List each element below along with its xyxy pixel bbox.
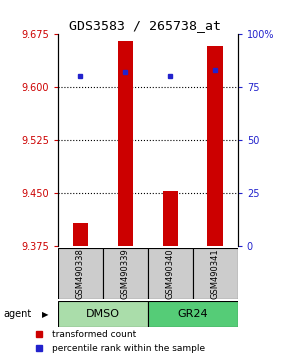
Bar <box>58 248 103 299</box>
Bar <box>193 248 238 299</box>
Bar <box>148 248 193 299</box>
Bar <box>72 223 88 246</box>
Text: GSM490340: GSM490340 <box>166 248 175 299</box>
Text: transformed count: transformed count <box>52 330 136 339</box>
Bar <box>58 301 148 327</box>
Bar <box>162 191 178 246</box>
Text: ▶: ▶ <box>42 310 48 319</box>
Bar <box>117 41 133 246</box>
Bar <box>103 248 148 299</box>
Bar <box>148 301 238 327</box>
Text: GR24: GR24 <box>177 309 208 319</box>
Text: GDS3583 / 265738_at: GDS3583 / 265738_at <box>69 19 221 33</box>
Text: GSM490338: GSM490338 <box>76 248 85 299</box>
Text: percentile rank within the sample: percentile rank within the sample <box>52 344 205 353</box>
Text: GSM490341: GSM490341 <box>211 248 220 299</box>
Text: DMSO: DMSO <box>86 309 120 319</box>
Bar <box>207 46 223 246</box>
Text: agent: agent <box>3 309 31 319</box>
Text: GSM490339: GSM490339 <box>121 248 130 299</box>
